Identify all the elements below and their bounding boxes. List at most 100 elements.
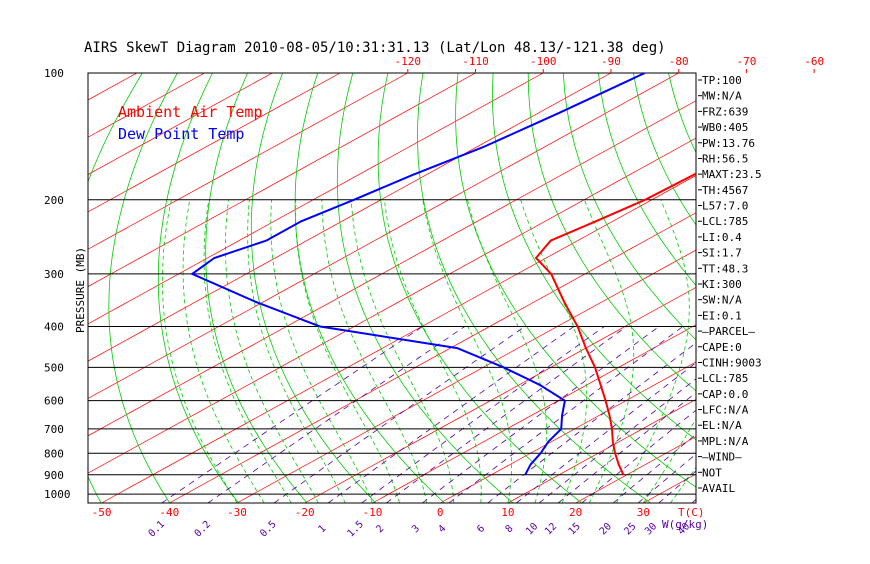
mixing-ratio-tick-label: 6 [475,523,487,535]
isotherm-line [305,73,870,503]
y-axis-label: PRESSURE (MB) [74,247,87,333]
stability-index-label: EL:N/A [702,419,742,432]
mixing-ratio-tick-label: 10 [524,521,540,537]
moist-adiabat-line [204,200,291,503]
stability-index-label: TT:48.3 [702,262,748,275]
moist-adiabat-line [295,200,399,503]
top-temp-tick-label: -90 [601,55,621,68]
mixing-ratio-tick-label: 25 [622,521,638,537]
dry-adiabat-line [844,73,870,503]
isotherm-line [0,73,746,503]
pressure-tick-label: 200 [44,194,64,207]
mixing-ratio-tick-label: 2 [374,523,386,535]
pressure-tick-label: 500 [44,361,64,374]
mixing-ratio-tick-label: 4 [437,523,449,535]
pressure-tick-label: 100 [44,67,64,80]
bottom-temp-tick-label: -40 [159,506,179,519]
stability-index-label: CINH:9003 [702,356,762,369]
chart-title: AIRS SkewT Diagram 2010-08-05/10:31:31.1… [84,40,666,56]
stability-index-label: AVAIL [702,482,735,495]
mixing-ratio-tick-label: 12 [543,521,559,537]
legend-dewpoint: Dew Point Temp [118,125,244,143]
bottom-temp-tick-label: 30 [637,506,650,519]
isotherm-line [847,73,870,503]
stability-index-label: PW:13.76 [702,137,755,150]
moist-adiabat-line [616,200,689,503]
pressure-tick-label: 800 [44,447,64,460]
isotherm-line [237,73,870,503]
stability-index-label: TH:4567 [702,184,748,197]
dry-adiabat-line [739,73,870,503]
mixing-ratio-tick-label: 1.5 [345,519,366,540]
stability-index-label: RH:56.5 [702,152,748,165]
mixing-ratio-line [449,327,683,504]
mixing-ratio-line [659,327,870,504]
mixing-ratio-line [386,327,626,504]
bottom-temp-tick-label: -30 [227,506,247,519]
stability-index-label: LCL:785 [702,372,748,385]
top-temp-tick-label: -120 [395,55,422,68]
bottom-temp-tick-label: -50 [92,506,112,519]
isotherm-line [0,73,69,503]
mixing-ratio-line [162,327,423,504]
stability-index-label: MPL:N/A [702,435,749,448]
mixing-ratio-unit-label: W(g/kg) [662,518,708,531]
mixing-ratio-line [274,327,525,504]
pressure-tick-label: 400 [44,321,64,334]
dry-adiabat-line [774,73,870,503]
stability-index-label: KI:300 [702,278,742,291]
stability-index-label: SW:N/A [702,294,742,307]
legend-air-temp: Ambient Air Temp [118,103,263,121]
bottom-temp-tick-label: -20 [295,506,315,519]
dry-adiabat-line [251,73,375,503]
dry-adiabat-line [809,73,870,503]
bottom-temp-tick-label: -10 [363,506,383,519]
dry-adiabat-line [337,73,513,503]
bottom-temp-tick-label: 20 [569,506,582,519]
stability-index-label: —PARCEL— [702,325,755,338]
pressure-tick-label: 300 [44,268,64,281]
stability-index-label: MW:N/A [702,90,742,103]
isotherm-line [0,73,1,503]
stability-index-label: —WIND— [702,451,742,464]
stability-index-label: NOT [702,466,722,479]
bottom-temp-tick-label: 10 [501,506,514,519]
stability-index-label: SI:1.7 [702,247,742,260]
pressure-tick-label: 1000 [44,488,71,501]
stability-index-label: TP:100 [702,74,742,87]
stability-index-label: L57:7.0 [702,200,748,213]
moist-adiabat-line [521,200,587,503]
stability-index-label: LFC:N/A [702,404,749,417]
mixing-ratio-tick-label: 0.1 [147,519,168,540]
stability-index-label: FRZ:639 [702,105,748,118]
mixing-ratio-tick-label: 3 [410,523,422,535]
isotherm-line [779,73,870,503]
mixing-ratio-tick-label: 15 [567,521,583,537]
top-temp-tick-label: -110 [462,55,489,68]
mixing-ratio-line [488,327,718,504]
top-temp-tick-label: -100 [530,55,557,68]
stability-index-label: CAP:0.0 [702,388,748,401]
stability-index-label: EI:0.1 [702,309,742,322]
stability-indices-panel: TP:100 MW:N/A FRZ:639 WB0:405 PW:13.76 RH:56.… [698,74,762,495]
mixing-ratio-tick-label: 8 [504,523,516,535]
stability-index-label: CAPE:0 [702,341,742,354]
mixing-ratio-line [328,327,574,504]
top-temp-tick-label: -80 [669,55,689,68]
pressure-tick-label: 700 [44,423,64,436]
pressure-tick-label: 600 [44,395,64,408]
moist-adiabat-line [671,200,836,503]
stability-index-label: LI:0.4 [702,231,742,244]
isotherm-line [0,73,137,503]
stability-index-label: WB0:405 [702,121,748,134]
isotherm-line [0,73,679,503]
mixing-ratio-tick-label: 0.2 [193,519,214,540]
isotherm-line [643,73,870,503]
top-temp-tick-label: -70 [736,55,756,68]
mixing-ratio-tick-label: 1 [316,523,328,535]
moist-adiabat-line [468,200,547,503]
bottom-temp-tick-label: 0 [437,506,444,519]
moist-adiabat-line [271,200,373,503]
